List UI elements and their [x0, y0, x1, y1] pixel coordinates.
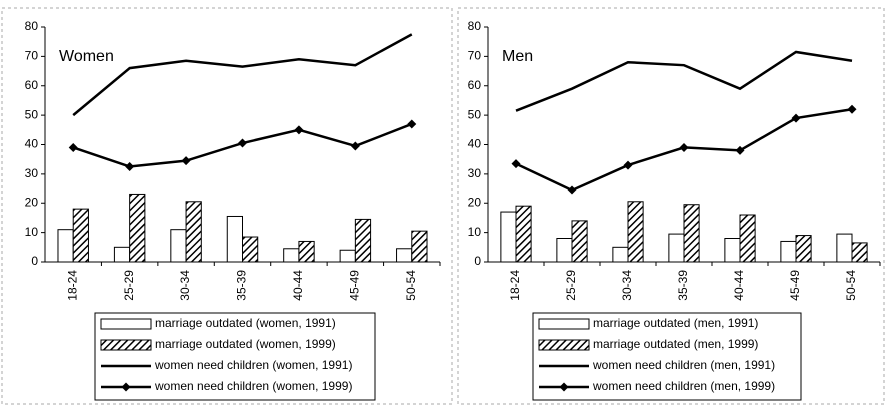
chart-label: Men: [502, 48, 533, 65]
bar: [226, 215, 243, 263]
marker: [567, 185, 577, 195]
bar: [795, 235, 812, 263]
bar: [283, 248, 300, 263]
y-tick-label: 20: [25, 195, 39, 209]
bar: [242, 236, 259, 263]
legend-label: women need children (men, 1991): [592, 358, 775, 372]
marker: [511, 159, 521, 169]
bar: [627, 201, 644, 263]
bar: [185, 201, 202, 263]
x-tick-label: 45-49: [348, 270, 362, 301]
y-tick-label: 30: [468, 166, 482, 180]
y-tick-label: 20: [468, 195, 482, 209]
bar: [780, 240, 797, 263]
marker: [294, 125, 304, 135]
x-tick-label: 30-34: [620, 270, 634, 301]
y-tick-label: 40: [468, 137, 482, 151]
marker: [847, 104, 857, 114]
y-tick-label: 10: [468, 225, 482, 239]
x-tick-label: 35-39: [235, 270, 249, 301]
y-tick-label: 70: [468, 49, 482, 63]
legend-marker: [121, 382, 131, 392]
legend-marker: [559, 382, 569, 392]
y-tick-label: 70: [25, 49, 39, 63]
marker: [68, 142, 78, 152]
bar: [515, 205, 532, 263]
y-tick-label: 40: [25, 137, 39, 151]
legend-label: women need children (women, 1991): [154, 358, 352, 372]
y-tick-label: 50: [468, 107, 482, 121]
line: [72, 33, 413, 117]
marker: [238, 138, 247, 148]
x-tick-label: 25-29: [564, 270, 578, 301]
marker: [125, 162, 135, 172]
x-tick-label: 45-49: [788, 270, 802, 301]
bar: [298, 240, 315, 263]
x-tick-label: 40-44: [732, 270, 746, 301]
legend-label: marriage outdated (men, 1991): [593, 316, 758, 330]
y-tick-label: 30: [25, 166, 39, 180]
marker: [735, 145, 745, 155]
panel-frame: [457, 7, 885, 405]
bar: [571, 220, 588, 263]
y-tick-label: 50: [25, 107, 39, 121]
bar: [500, 211, 517, 263]
legend-swatch: [538, 318, 590, 330]
x-tick-label: 25-29: [122, 270, 136, 301]
y-tick-label: 60: [25, 78, 39, 92]
legend-label: marriage outdated (women, 1999): [155, 337, 336, 351]
bar: [556, 238, 573, 263]
bar: [170, 229, 187, 263]
legend-label: women need children (men, 1999): [592, 379, 775, 393]
marker: [791, 113, 801, 123]
marker: [407, 119, 417, 129]
y-tick-label: 80: [25, 19, 39, 33]
legend-swatch: [100, 318, 152, 330]
legend-label: marriage outdated (men, 1999): [593, 337, 758, 351]
x-tick-label: 18-24: [65, 270, 79, 301]
x-tick-label: 18-24: [508, 270, 522, 301]
panel-frame: [1, 7, 453, 405]
bar: [739, 214, 756, 263]
bar: [724, 238, 741, 263]
marker: [350, 141, 360, 151]
y-tick-label: 0: [31, 254, 38, 268]
bar: [57, 229, 74, 263]
line: [515, 50, 853, 112]
bar: [129, 193, 146, 263]
y-tick-label: 60: [468, 78, 482, 92]
bar: [354, 218, 372, 263]
legend-label: women need children (women, 1999): [154, 379, 352, 393]
chart-label: Women: [59, 48, 114, 65]
bar: [836, 233, 853, 263]
bar: [612, 246, 629, 263]
legend-swatch: [100, 339, 152, 351]
bar: [683, 204, 700, 263]
x-tick-label: 30-34: [178, 270, 192, 301]
x-tick-label: 35-39: [676, 270, 690, 301]
marker: [679, 142, 689, 152]
y-tick-label: 80: [468, 19, 482, 33]
bar: [411, 230, 428, 263]
x-tick-label: 50-54: [404, 270, 418, 301]
x-tick-label: 50-54: [844, 270, 858, 301]
marker: [623, 160, 633, 170]
bar: [396, 248, 413, 263]
marker: [181, 156, 191, 166]
legend-label: marriage outdated (women, 1991): [155, 316, 336, 330]
legend-swatch: [538, 339, 590, 351]
bar: [851, 242, 868, 263]
y-tick-label: 0: [474, 254, 481, 268]
bar: [72, 208, 89, 263]
bar: [113, 246, 131, 263]
x-tick-label: 40-44: [291, 270, 305, 301]
y-tick-label: 10: [25, 225, 39, 239]
bar: [339, 249, 356, 263]
bar: [668, 233, 685, 263]
